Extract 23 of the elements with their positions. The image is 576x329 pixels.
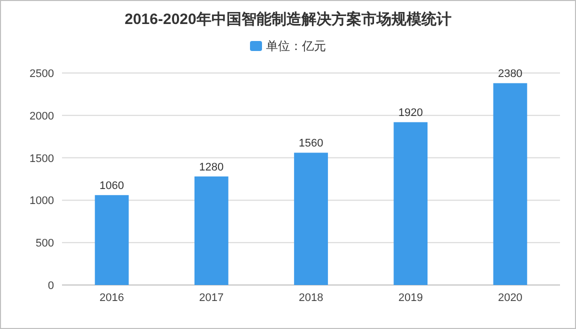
y-tick-label: 1500 — [30, 152, 54, 165]
data-label: 1920 — [398, 107, 423, 120]
y-tick-label: 2000 — [30, 110, 54, 122]
y-tick-label: 2500 — [30, 68, 54, 80]
bar — [94, 195, 129, 285]
y-tick-label: 1000 — [30, 195, 54, 208]
x-tick-label: 2019 — [398, 292, 423, 304]
data-label: 2380 — [498, 68, 522, 80]
data-label: 1060 — [100, 180, 124, 192]
x-tick-label: 2016 — [100, 292, 124, 304]
y-tick-label: 0 — [48, 280, 54, 292]
x-tick-label: 2018 — [298, 292, 324, 304]
x-tick-label: 2017 — [199, 292, 224, 304]
legend-label: 单位：亿元 — [266, 39, 326, 53]
y-tick-label: 500 — [36, 238, 54, 250]
data-label: 1280 — [199, 161, 224, 174]
bar — [194, 176, 228, 285]
bar — [294, 152, 328, 285]
data-label: 1560 — [298, 138, 324, 150]
bar — [493, 83, 528, 285]
x-tick-label: 2020 — [498, 292, 522, 304]
chart-title: 2016-2020年中国智能制造解决方案市场规模统计 — [124, 10, 452, 28]
bar — [394, 122, 428, 285]
